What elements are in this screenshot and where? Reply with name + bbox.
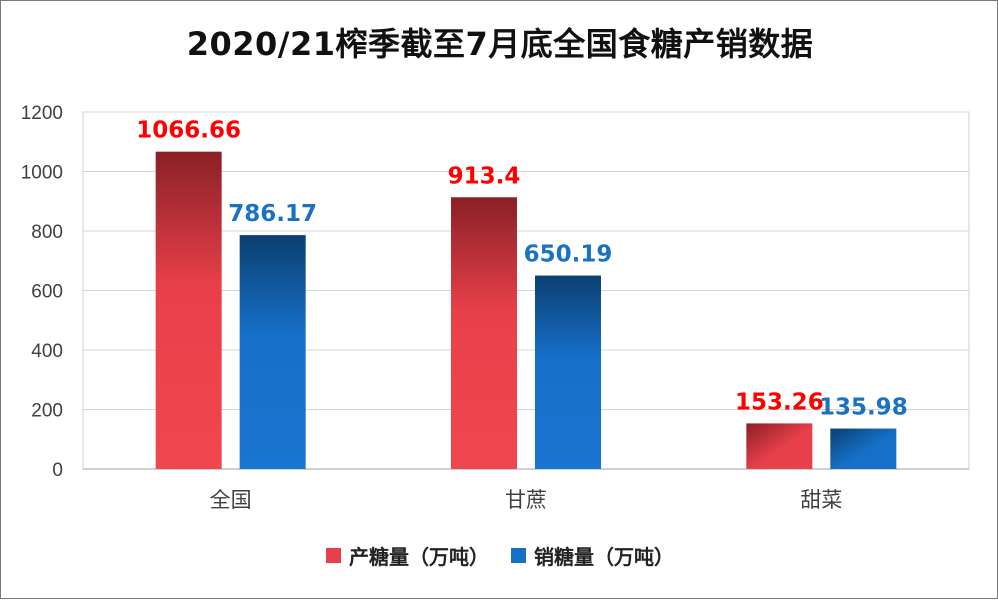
y-tick-label: 800: [31, 222, 63, 243]
data-label-sales: 135.98: [819, 395, 908, 421]
bars: [155, 151, 897, 470]
y-tick-label: 200: [31, 401, 63, 422]
chart-title: 2020/21榨季截至7月底全国食糖产销数据: [186, 25, 814, 63]
data-label-production: 153.26: [735, 389, 824, 415]
legend: 产糖量（万吨） 销糖量（万吨）: [1, 541, 998, 570]
legend-label-production: 产糖量（万吨）: [349, 545, 489, 569]
y-tick-label: 600: [31, 282, 63, 303]
x-tick-label: 甜菜: [800, 488, 842, 512]
bar-production: [451, 197, 517, 470]
x-tick-label: 全国: [210, 488, 252, 512]
x-tick-label: 甘蔗: [505, 488, 547, 512]
data-label-production: 1066.66: [136, 118, 241, 144]
y-tick-label: 1000: [21, 163, 63, 184]
bar-production: [746, 423, 813, 469]
y-tick-label: 400: [31, 341, 63, 362]
axes: 0 200 400 600 800 1000 1200 全国 甘蔗 甜菜: [21, 103, 969, 512]
legend-swatch-production: [326, 548, 341, 563]
legend-item-production: 产糖量（万吨）: [326, 541, 489, 570]
legend-swatch-sales: [511, 548, 526, 563]
data-label-sales: 786.17: [228, 201, 317, 227]
legend-label-sales: 销糖量（万吨）: [534, 545, 674, 569]
legend-item-sales: 销糖量（万吨）: [511, 541, 674, 570]
y-tick-label: 0: [52, 460, 63, 481]
bar-sales: [535, 275, 601, 469]
y-tick-label: 1200: [21, 103, 63, 124]
bar-production: [155, 151, 222, 470]
bar-sales: [830, 428, 897, 469]
bar-sales: [239, 235, 306, 469]
data-label-production: 913.4: [448, 163, 521, 189]
data-label-sales: 650.19: [524, 242, 613, 268]
